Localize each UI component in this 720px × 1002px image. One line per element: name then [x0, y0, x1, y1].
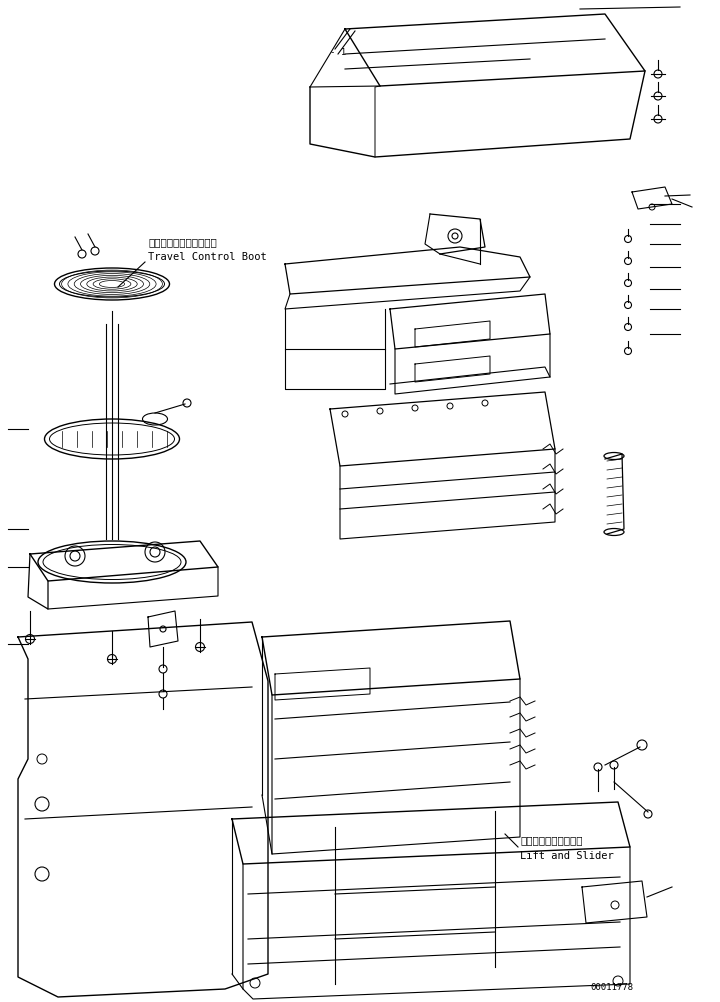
Text: 00011778: 00011778 — [590, 983, 633, 992]
Text: - 1: - 1 — [330, 47, 346, 56]
Text: 走行コントロールブート: 走行コントロールブート — [148, 236, 217, 246]
Text: Travel Control Boot: Travel Control Boot — [148, 252, 266, 262]
Text: リフトおよびスライダ: リフトおよびスライダ — [520, 835, 582, 844]
Text: Lift and Slider: Lift and Slider — [520, 850, 613, 860]
